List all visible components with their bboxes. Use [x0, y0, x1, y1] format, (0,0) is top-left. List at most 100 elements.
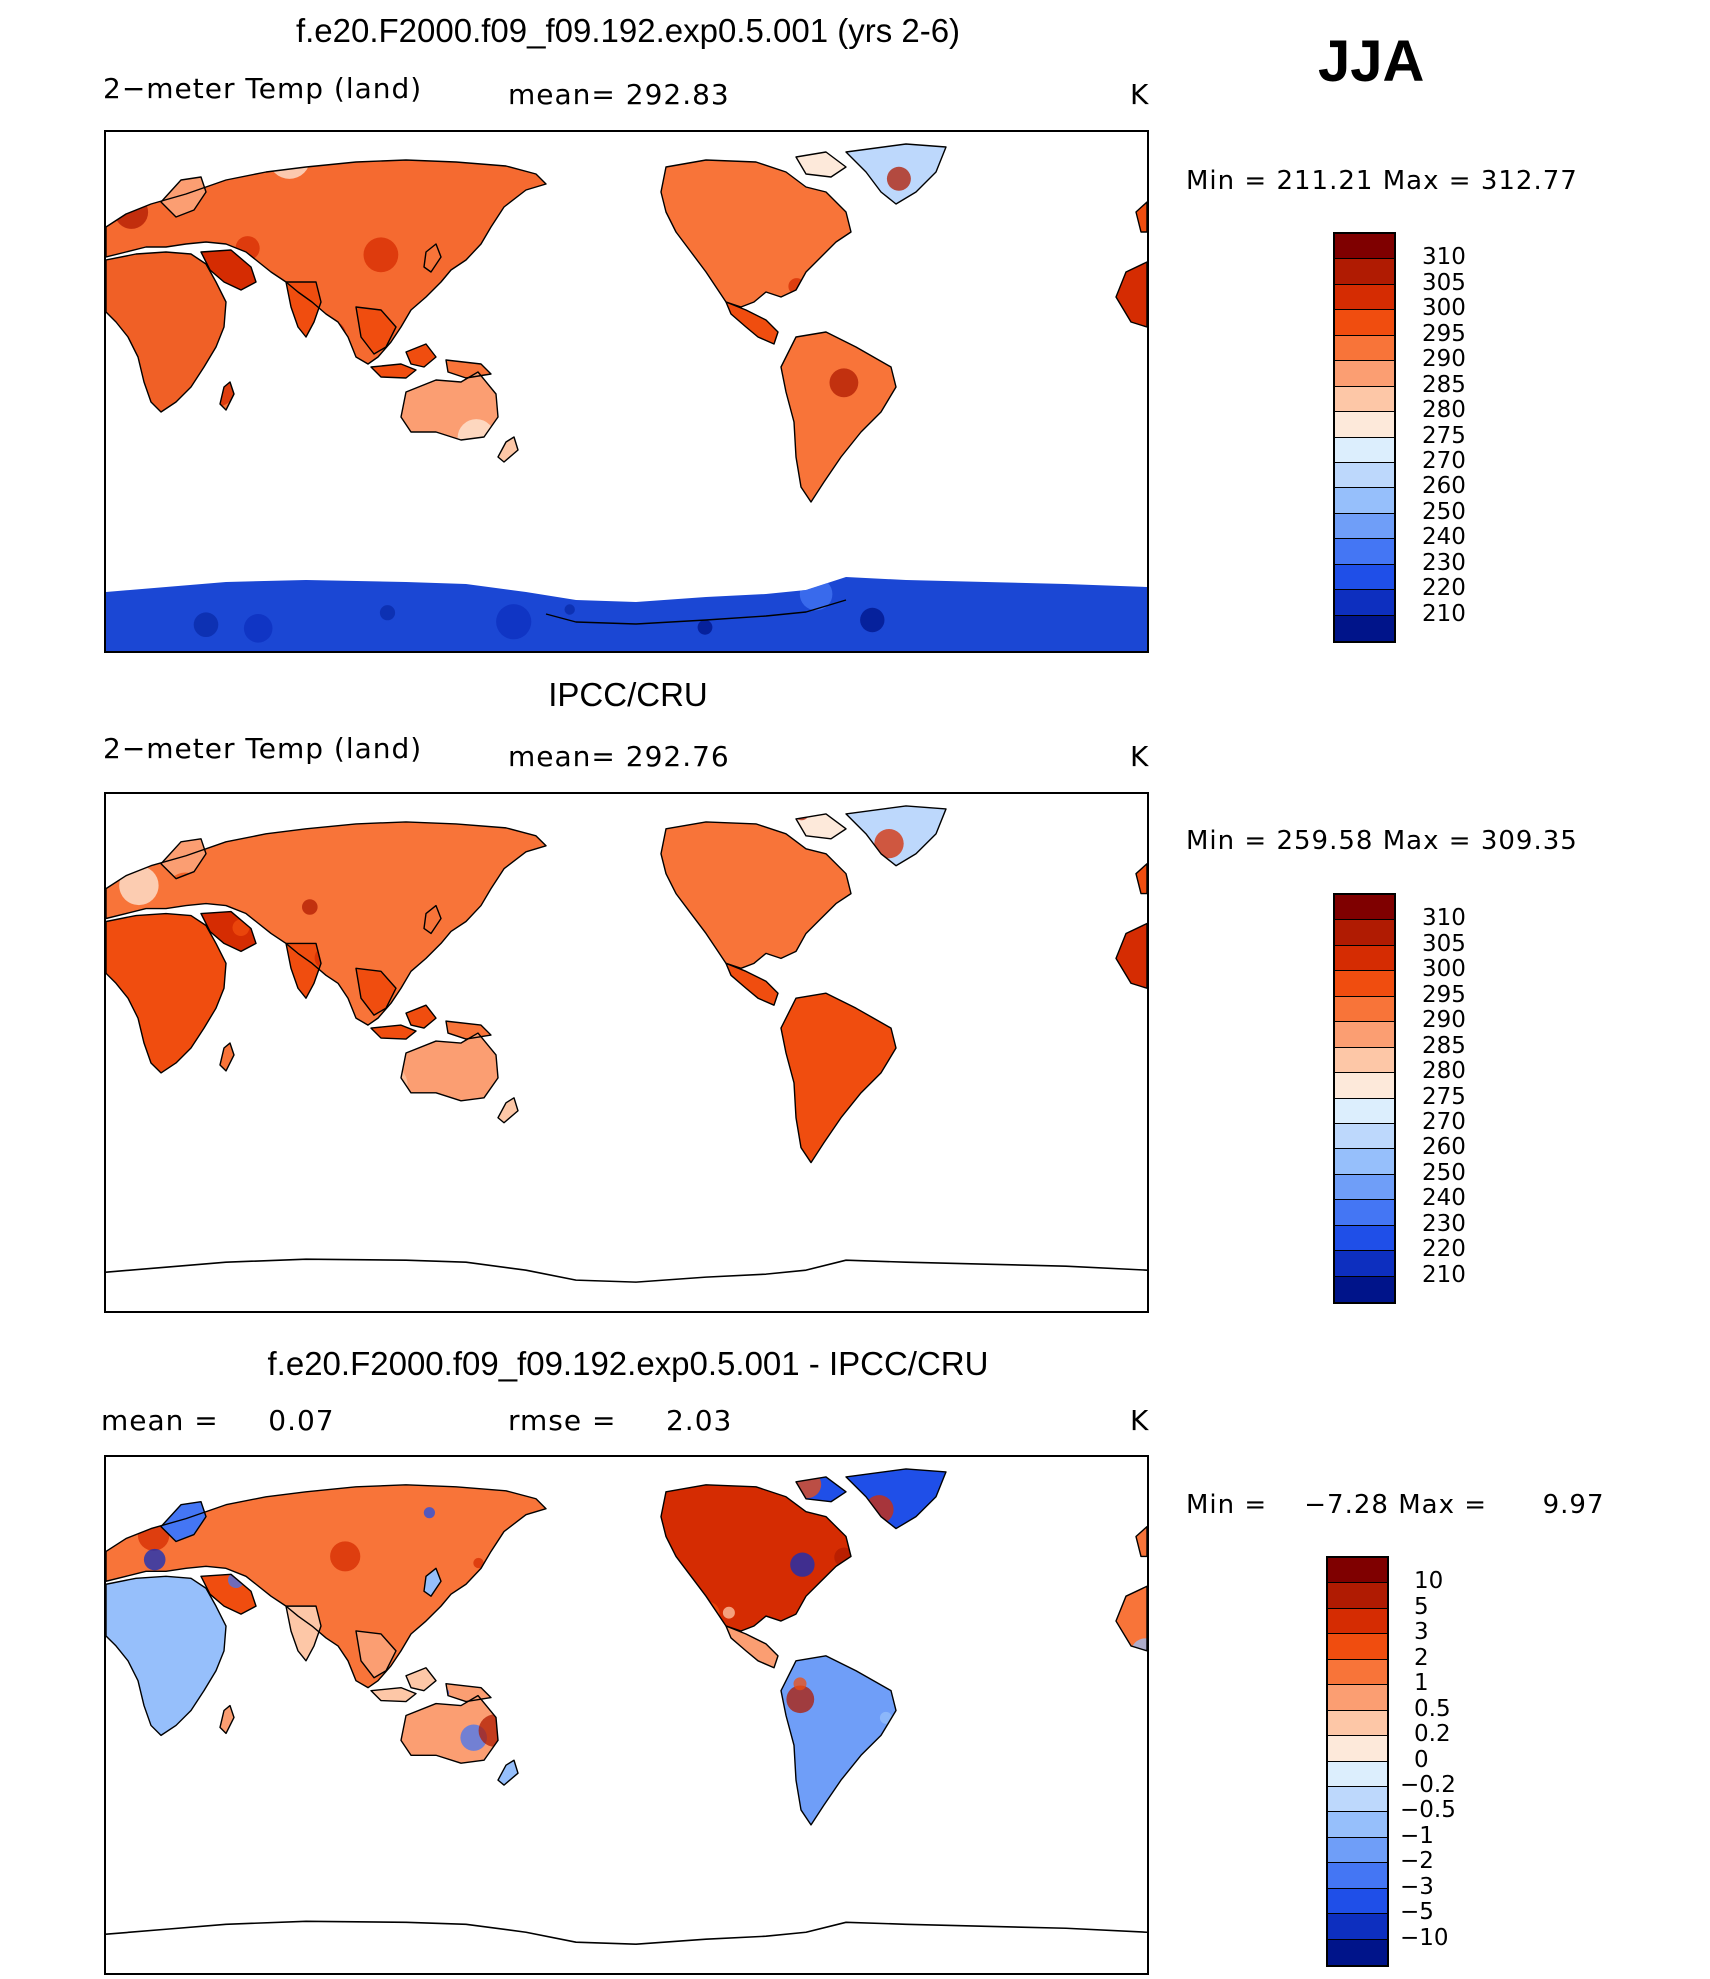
texture-blob [684, 361, 698, 375]
texture-blob [853, 1630, 877, 1654]
texture-blob [976, 1674, 994, 1692]
texture-blob [941, 1069, 979, 1107]
panel-1-mean-label: mean= 292.83 [508, 78, 730, 111]
coastline-africa [106, 1575, 227, 1737]
texture-blob [995, 351, 1009, 365]
texture-blob [802, 945, 831, 973]
coastline-namerica [660, 821, 852, 970]
texture-blob [551, 1928, 568, 1945]
texture-blob [122, 1880, 133, 1891]
texture-blob [484, 1948, 499, 1963]
texture-blob [259, 1131, 285, 1157]
texture-blob [300, 1228, 310, 1238]
texture-blob [271, 521, 299, 549]
texture-blob [1024, 1855, 1045, 1876]
texture-blob [274, 537, 313, 576]
texture-blob [502, 1829, 526, 1853]
texture-blob [548, 1632, 582, 1666]
panel-3-min-label: Min [1186, 1490, 1236, 1520]
texture-blob [888, 1906, 897, 1915]
colorbar-tick-label: 300 [1422, 956, 1466, 983]
texture-blob [315, 1246, 325, 1256]
texture-blob [1018, 132, 1042, 148]
texture-blob [879, 1878, 903, 1902]
texture-blob [112, 1179, 139, 1206]
texture-blob [697, 619, 713, 635]
texture-blob [796, 1942, 815, 1960]
texture-blob [314, 1660, 332, 1678]
texture-blob [323, 482, 341, 500]
texture-blob [189, 1875, 224, 1910]
texture-blob [269, 340, 292, 363]
texture-blob [243, 1753, 275, 1785]
texture-blob [143, 1492, 152, 1501]
texture-blob [1103, 1651, 1121, 1669]
panel-3-map [104, 1455, 1149, 1975]
coastline-indo1 [370, 1024, 417, 1040]
texture-blob [790, 1552, 815, 1577]
texture-blob [605, 1191, 632, 1218]
texture-blob [914, 1666, 930, 1682]
texture-blob [363, 237, 399, 273]
texture-blob [777, 1133, 796, 1152]
texture-blob [209, 1130, 231, 1152]
texture-blob [1064, 1855, 1077, 1868]
texture-blob [944, 1964, 960, 1973]
texture-blob [1097, 1944, 1108, 1955]
texture-blob [344, 1847, 369, 1871]
texture-blob [1034, 1637, 1061, 1664]
texture-blob [1074, 1845, 1091, 1862]
colorbar-swatch [1335, 920, 1394, 946]
texture-blob [938, 248, 960, 270]
texture-blob [1134, 411, 1144, 421]
texture-blob [680, 561, 720, 601]
texture-blob [1007, 1573, 1038, 1604]
texture-blob [112, 1134, 152, 1174]
texture-blob [637, 1457, 671, 1475]
texture-blob [1108, 1848, 1122, 1862]
texture-blob [645, 167, 664, 186]
texture-blob [863, 1219, 889, 1245]
colorbar-swatch [1328, 1914, 1387, 1940]
texture-blob [640, 1010, 659, 1029]
texture-blob [928, 1773, 955, 1800]
texture-blob [228, 1935, 261, 1968]
texture-blob [1019, 1286, 1029, 1296]
land-nz [498, 1760, 518, 1786]
texture-blob [874, 1852, 896, 1873]
texture-blob [171, 1808, 199, 1836]
texture-blob [401, 1063, 408, 1101]
texture-blob [127, 1082, 138, 1093]
colorbar-swatch [1335, 234, 1394, 260]
texture-blob [1085, 288, 1116, 319]
texture-blob [557, 388, 596, 427]
texture-blob [625, 310, 658, 343]
texture-blob [899, 1018, 911, 1030]
texture-blob [569, 985, 606, 1022]
texture-blob [574, 1918, 607, 1951]
texture-blob [604, 1457, 629, 1474]
coastline-indo1 [370, 363, 417, 379]
coastline-nz [497, 1097, 519, 1124]
texture-blob [1082, 1686, 1117, 1721]
texture-blob [521, 906, 536, 921]
land-india [286, 1606, 321, 1661]
texture-blob [399, 1902, 421, 1924]
texture-blob [1036, 1121, 1055, 1140]
texture-blob [591, 1922, 618, 1949]
texture-blob [399, 483, 439, 523]
texture-blob [705, 1042, 721, 1058]
texture-blob [1009, 1297, 1030, 1311]
texture-blob [1089, 1596, 1102, 1609]
texture-blob [569, 1002, 603, 1036]
texture-blob [130, 1806, 157, 1832]
texture-blob [459, 968, 472, 981]
texture-blob [922, 196, 936, 210]
texture-blob [291, 1905, 303, 1917]
texture-blob [731, 1064, 751, 1084]
texture-blob [134, 798, 160, 824]
texture-blob [1082, 1522, 1102, 1542]
texture-blob [594, 1726, 620, 1752]
texture-blob [1015, 1760, 1023, 1768]
texture-blob [483, 1944, 510, 1971]
